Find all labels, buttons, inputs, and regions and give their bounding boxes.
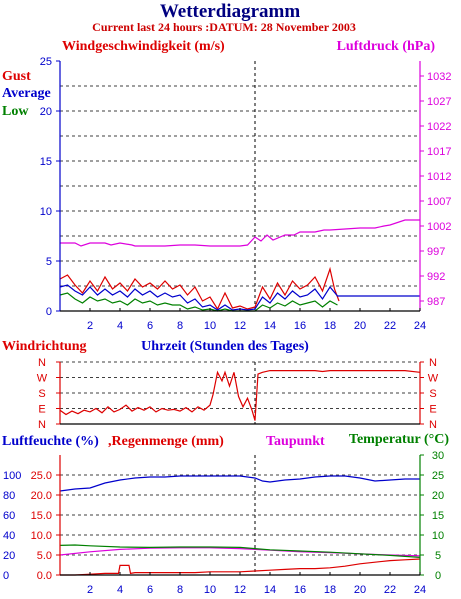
pressure-tick-label-0: 987 <box>427 296 445 308</box>
rain-tick-label-5: 25.0 <box>31 470 52 482</box>
pressure-tick-label-5: 1012 <box>427 171 451 183</box>
pressure-tick-label-8: 1027 <box>427 96 451 108</box>
wind-tick-label-2: 10 <box>40 206 52 218</box>
climate-hour-tick-label-8: 18 <box>324 584 336 596</box>
temperature-tick-label-4: 20 <box>432 490 444 502</box>
hour-tick-label-8: 18 <box>324 320 336 332</box>
hour-tick-label-10: 22 <box>384 320 396 332</box>
rain-tick-label-3: 15.0 <box>31 510 52 522</box>
series-wind-direction-line <box>59 370 421 421</box>
direction-tick-label-left-2: S <box>38 388 45 400</box>
series-luftdruck-line <box>60 219 420 247</box>
humidity-tick-label-2: 40 <box>3 530 15 542</box>
temperature-tick-label-2: 10 <box>432 530 444 542</box>
climate-hour-tick-label-6: 14 <box>264 584 276 596</box>
climate-hour-tick-label-10: 22 <box>384 584 396 596</box>
climate-hour-tick-label-4: 10 <box>204 584 216 596</box>
hour-tick-label-2: 6 <box>147 320 153 332</box>
direction-tick-label-right-1: E <box>429 404 436 416</box>
chart-title: Wetterdiagramm <box>160 1 301 22</box>
wind-tick-label-1: 5 <box>46 256 52 268</box>
series-layer <box>59 219 421 576</box>
temperature-label: Temperatur (°C) <box>349 432 449 447</box>
direction-tick-label-left-0: N <box>38 419 46 431</box>
rain-label-comma: , <box>108 434 112 449</box>
humidity-tick-label-4: 80 <box>3 490 15 502</box>
temperature-tick-label-3: 15 <box>432 510 444 522</box>
pressure-tick-label-4: 1007 <box>427 196 451 208</box>
series-temperatur-line <box>59 544 421 558</box>
chart-subtitle: Current last 24 hours :DATUM: 28 Novembe… <box>92 20 356 34</box>
climate-hour-tick-label-11: 24 <box>414 584 426 596</box>
pressure-tick-label-6: 1017 <box>427 146 451 158</box>
direction-tick-label-left-3: W <box>37 373 48 385</box>
series-low-line <box>59 292 338 312</box>
direction-tick-label-right-4: N <box>429 357 437 369</box>
humidity-tick-label-5: 100 <box>3 470 21 482</box>
hour-tick-label-9: 20 <box>354 320 366 332</box>
climate-hour-tick-label-1: 4 <box>117 584 123 596</box>
hour-tick-label-3: 8 <box>177 320 183 332</box>
climate-hour-tick-label-3: 8 <box>177 584 183 596</box>
humidity-tick-label-1: 20 <box>3 550 15 562</box>
rain-label-text: Regenmenge (mm) <box>112 434 225 449</box>
direction-tick-label-left-4: N <box>38 357 46 369</box>
direction-tick-label-right-2: S <box>429 388 436 400</box>
hour-tick-label-4: 10 <box>204 320 216 332</box>
humidity-label: Luftfeuchte (%) <box>2 434 99 449</box>
climate-hour-tick-label-2: 6 <box>147 584 153 596</box>
rain-tick-label-4: 20.0 <box>31 490 52 502</box>
wind-tick-label-4: 20 <box>40 106 52 118</box>
humidity-tick-label-3: 60 <box>3 510 15 522</box>
humidity-tick-label-0: 0 <box>3 570 9 582</box>
temperature-tick-label-5: 25 <box>432 470 444 482</box>
series-regenmenge-line <box>60 558 421 576</box>
climate-hour-tick-label-9: 20 <box>354 584 366 596</box>
rain-tick-label-1: 5.0 <box>37 550 52 562</box>
text-layer: Wetterdiagramm Current last 24 hours :DA… <box>2 1 451 596</box>
direction-tick-label-left-1: E <box>38 404 45 416</box>
pressure-tick-label-7: 1022 <box>427 121 451 133</box>
legend-gust: Gust <box>2 69 31 84</box>
hour-tick-label-0: 2 <box>87 320 93 332</box>
grid-layer <box>60 61 420 575</box>
x-axis-label: Uhrzeit (Stunden des Tages) <box>141 339 309 354</box>
legend-average: Average <box>2 86 51 101</box>
dewpoint-label: Taupunkt <box>266 434 325 449</box>
series-average-line <box>59 284 420 311</box>
temperature-tick-label-0: 0 <box>435 570 441 582</box>
rain-label: ,Regenmenge (mm) <box>108 434 224 449</box>
hour-tick-label-7: 16 <box>294 320 306 332</box>
temperature-tick-label-6: 30 <box>432 450 444 462</box>
series-gust-line <box>59 266 340 311</box>
axes-layer <box>56 60 424 576</box>
climate-hour-tick-label-0: 2 <box>87 584 93 596</box>
pressure-tick-label-2: 997 <box>427 246 445 258</box>
pressure-axis-label: Luftdruck (hPa) <box>337 39 436 54</box>
wind-direction-label: Windrichtung <box>2 339 87 354</box>
wind-tick-label-3: 15 <box>40 156 52 168</box>
temperature-tick-label-1: 5 <box>435 550 441 562</box>
rain-tick-label-2: 10.0 <box>31 530 52 542</box>
direction-tick-label-right-3: W <box>428 373 439 385</box>
pressure-tick-label-3: 1002 <box>427 221 451 233</box>
climate-hour-tick-label-5: 12 <box>234 584 246 596</box>
pressure-tick-label-1: 992 <box>427 271 445 283</box>
pressure-tick-label-9: 1032 <box>427 71 451 83</box>
wind-speed-axis-label: Windgeschwindigkeit (m/s) <box>62 39 225 54</box>
hour-tick-label-1: 4 <box>117 320 123 332</box>
legend-low: Low <box>2 104 29 119</box>
rain-tick-label-0: 0.0 <box>37 570 52 582</box>
hour-tick-label-6: 14 <box>264 320 276 332</box>
hour-tick-label-5: 12 <box>234 320 246 332</box>
hour-tick-label-11: 24 <box>414 320 426 332</box>
wind-tick-label-0: 0 <box>46 306 52 318</box>
series-luftfeuchte-line <box>59 475 420 492</box>
wind-tick-label-5: 25 <box>40 56 52 68</box>
climate-hour-tick-label-7: 16 <box>294 584 306 596</box>
direction-tick-label-right-0: N <box>429 419 437 431</box>
